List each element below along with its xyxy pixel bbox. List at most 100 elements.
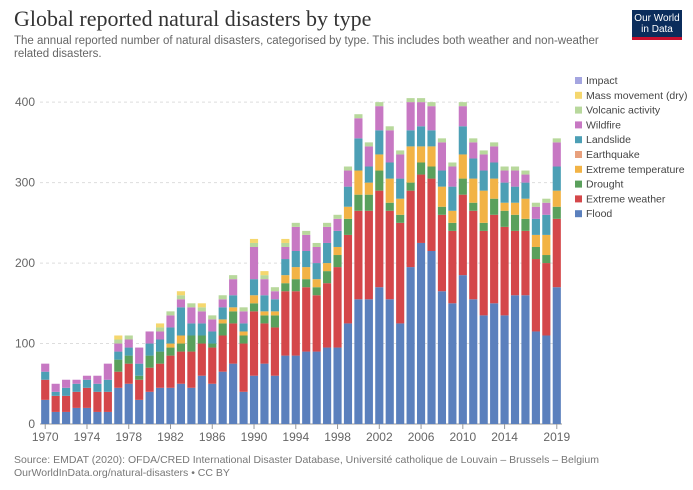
- bar-segment-mass-movement-dry--1981[interactable]: [155, 323, 165, 328]
- bar-segment-landslide-1974[interactable]: [82, 379, 92, 388]
- bar-segment-landslide-1998[interactable]: [333, 230, 342, 247]
- bar-segment-flood-2011[interactable]: [469, 299, 478, 424]
- bar-segment-flood-1973[interactable]: [72, 407, 81, 424]
- bar-segment-landslide-2018[interactable]: [542, 214, 551, 235]
- bar-segment-landslide-1975[interactable]: [93, 383, 102, 392]
- bar-segment-landslide-1989[interactable]: [239, 323, 248, 332]
- bar-segment-drought-1988[interactable]: [229, 311, 238, 324]
- bar-segment-landslide-1985[interactable]: [197, 323, 206, 336]
- legend-item-flood[interactable]: Flood: [575, 208, 612, 220]
- bar-segment-flood-1980[interactable]: [145, 391, 154, 424]
- bar-segment-flood-2009[interactable]: [448, 303, 457, 424]
- bar-segment-extreme-weather-1986[interactable]: [208, 347, 217, 384]
- bar-segment-wildfire-2011[interactable]: [469, 142, 478, 159]
- bar-segment-extreme-weather-2010[interactable]: [458, 194, 467, 276]
- bar-segment-flood-2010[interactable]: [458, 275, 467, 424]
- bar-segment-extreme-weather-2015[interactable]: [510, 230, 520, 296]
- bar-segment-extreme-weather-1995[interactable]: [302, 287, 311, 352]
- bar-segment-wildfire-2015[interactable]: [510, 170, 520, 187]
- bar-segment-extreme-weather-1987[interactable]: [218, 335, 227, 372]
- bar-segment-volcanic-activity-1990[interactable]: [249, 242, 259, 247]
- bar-segment-extreme-weather-1994[interactable]: [291, 291, 300, 356]
- bar-segment-landslide-1993[interactable]: [281, 259, 290, 276]
- bar-segment-volcanic-activity-2015[interactable]: [510, 166, 520, 171]
- bar-segment-volcanic-activity-2007[interactable]: [427, 102, 436, 107]
- bar-segment-landslide-1973[interactable]: [72, 383, 81, 392]
- bar-segment-extreme-weather-1971[interactable]: [51, 395, 60, 412]
- bar-segment-flood-2002[interactable]: [375, 287, 384, 424]
- bar-segment-wildfire-1989[interactable]: [239, 311, 248, 324]
- bar-segment-flood-2005[interactable]: [406, 267, 415, 424]
- bar-segment-drought-1994[interactable]: [291, 279, 300, 292]
- bar-segment-drought-2003[interactable]: [385, 202, 394, 211]
- bar-segment-flood-2013[interactable]: [490, 303, 499, 424]
- bar-segment-extreme-temperature-2003[interactable]: [385, 178, 394, 203]
- legend-item-extreme-temperature[interactable]: Extreme temperature: [575, 164, 685, 176]
- bar-segment-wildfire-1981[interactable]: [155, 331, 165, 340]
- bar-segment-extreme-temperature-2019[interactable]: [552, 190, 561, 207]
- bar-segment-wildfire-1991[interactable]: [260, 279, 269, 296]
- bar-segment-volcanic-activity-1983[interactable]: [176, 295, 186, 300]
- bar-segment-wildfire-1982[interactable]: [166, 315, 175, 328]
- bar-segment-drought-2012[interactable]: [479, 222, 488, 231]
- bar-segment-extreme-weather-2009[interactable]: [448, 230, 457, 304]
- bar-segment-volcanic-activity-2011[interactable]: [469, 138, 478, 143]
- bar-segment-landslide-1983[interactable]: [176, 307, 186, 336]
- bar-segment-drought-2006[interactable]: [416, 162, 426, 175]
- bar-segment-landslide-2000[interactable]: [354, 138, 363, 171]
- bar-segment-flood-1972[interactable]: [62, 411, 71, 424]
- bar-segment-wildfire-2012[interactable]: [479, 154, 488, 171]
- legend-item-earthquake[interactable]: Earthquake: [575, 149, 640, 161]
- bar-segment-wildfire-1975[interactable]: [93, 375, 102, 384]
- bar-segment-wildfire-2013[interactable]: [490, 146, 499, 163]
- bar-segment-drought-1982[interactable]: [166, 347, 175, 356]
- bar-segment-wildfire-1985[interactable]: [197, 311, 206, 324]
- bar-segment-extreme-temperature-1987[interactable]: [218, 319, 227, 324]
- bar-segment-volcanic-activity-1982[interactable]: [166, 311, 175, 316]
- legend-item-drought[interactable]: Drought: [575, 179, 623, 191]
- bar-segment-volcanic-activity-2014[interactable]: [500, 166, 509, 171]
- bar-segment-extreme-weather-1997[interactable]: [323, 283, 332, 348]
- bar-segment-drought-2010[interactable]: [458, 178, 467, 195]
- bar-segment-flood-1970[interactable]: [41, 399, 50, 424]
- bar-segment-landslide-2015[interactable]: [510, 186, 520, 203]
- bar-segment-volcanic-activity-1977[interactable]: [114, 339, 123, 344]
- bar-segment-landslide-1990[interactable]: [249, 279, 259, 296]
- bar-segment-flood-1999[interactable]: [343, 323, 353, 424]
- bar-segment-wildfire-2009[interactable]: [448, 166, 457, 187]
- bar-segment-drought-2004[interactable]: [396, 214, 405, 223]
- bar-segment-landslide-1986[interactable]: [208, 331, 217, 344]
- bar-segment-extreme-weather-1996[interactable]: [312, 295, 321, 352]
- bar-segment-extreme-temperature-2001[interactable]: [364, 182, 373, 195]
- bar-segment-extreme-weather-2003[interactable]: [385, 210, 394, 300]
- bar-segment-wildfire-2003[interactable]: [385, 130, 394, 163]
- bar-segment-wildfire-1993[interactable]: [281, 246, 290, 260]
- bar-segment-extreme-weather-1977[interactable]: [114, 371, 123, 388]
- bar-segment-volcanic-activity-2002[interactable]: [375, 102, 384, 107]
- bar-segment-extreme-temperature-2016[interactable]: [521, 198, 530, 219]
- bar-segment-landslide-1978[interactable]: [124, 347, 133, 356]
- bar-segment-wildfire-1995[interactable]: [302, 234, 311, 251]
- bar-segment-extreme-temperature-2004[interactable]: [396, 198, 405, 215]
- bar-segment-flood-1994[interactable]: [291, 355, 300, 424]
- bar-segment-flood-2008[interactable]: [437, 291, 447, 424]
- bar-segment-landslide-1992[interactable]: [270, 299, 279, 312]
- bar-segment-wildfire-2017[interactable]: [531, 206, 540, 219]
- bar-segment-extreme-weather-1984[interactable]: [187, 351, 196, 388]
- bar-segment-landslide-2016[interactable]: [521, 182, 530, 199]
- bar-segment-extreme-weather-1992[interactable]: [270, 327, 279, 376]
- bar-segment-wildfire-1976[interactable]: [103, 363, 112, 380]
- bar-segment-extreme-weather-2012[interactable]: [479, 230, 488, 316]
- bar-segment-mass-movement-dry--1991[interactable]: [260, 271, 269, 276]
- bar-segment-extreme-weather-1989[interactable]: [239, 343, 248, 392]
- bar-segment-wildfire-2010[interactable]: [458, 106, 467, 127]
- bar-segment-extreme-temperature-1988[interactable]: [229, 307, 238, 312]
- bar-segment-volcanic-activity-1999[interactable]: [343, 166, 353, 171]
- bar-segment-volcanic-activity-2009[interactable]: [448, 162, 457, 167]
- bar-segment-extreme-weather-2004[interactable]: [396, 222, 405, 324]
- bar-segment-wildfire-1983[interactable]: [176, 299, 186, 308]
- bar-segment-landslide-1991[interactable]: [260, 295, 269, 312]
- bar-segment-wildfire-2002[interactable]: [375, 106, 384, 131]
- bar-segment-extreme-weather-2018[interactable]: [542, 263, 551, 336]
- bar-segment-extreme-weather-2001[interactable]: [364, 210, 373, 300]
